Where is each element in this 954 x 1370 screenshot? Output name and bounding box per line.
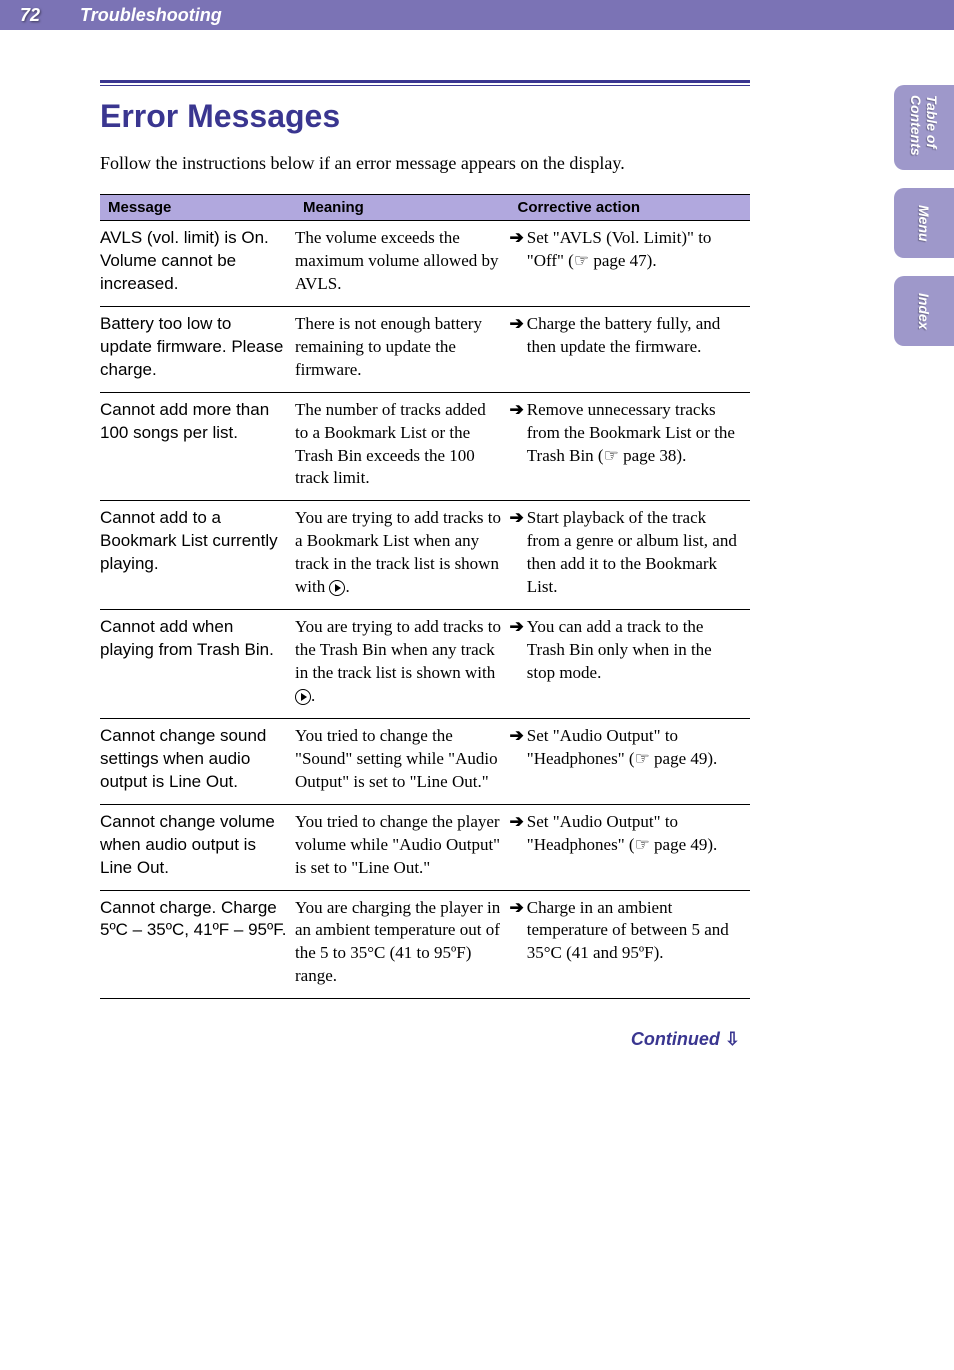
cell-action: ➔ Set "AVLS (Vol. Limit)" to "Off" (☞ pa… (510, 221, 751, 307)
action-text: Set "Audio Output" to "Headphones" (☞ pa… (527, 811, 742, 857)
cell-message: Battery too low to update firmware. Plea… (100, 306, 295, 392)
tab-menu[interactable]: Menu (894, 188, 954, 258)
arrow-icon: ➔ (510, 725, 524, 771)
arrow-icon: ➔ (510, 811, 524, 857)
tab-index[interactable]: Index (894, 276, 954, 346)
table-row: Cannot change sound settings when audio … (100, 718, 750, 804)
table-row: AVLS (vol. limit) is On. Volume cannot b… (100, 221, 750, 307)
cell-message: Cannot add to a Bookmark List currently … (100, 501, 295, 610)
cell-meaning: You are trying to add tracks to a Bookma… (295, 501, 510, 610)
cell-message: Cannot add more than 100 songs per list. (100, 392, 295, 501)
table-body: AVLS (vol. limit) is On. Volume cannot b… (100, 221, 750, 999)
table-row: Cannot add when playing from Trash Bin.Y… (100, 610, 750, 719)
side-navigation-tabs: Table of Contents Menu Index (894, 85, 954, 346)
cell-meaning: There is not enough battery remaining to… (295, 306, 510, 392)
cell-meaning: You are trying to add tracks to the Tras… (295, 610, 510, 719)
table-row: Battery too low to update firmware. Plea… (100, 306, 750, 392)
cell-meaning: You tried to change the "Sound" setting … (295, 718, 510, 804)
action-text: Charge the battery fully, and then updat… (527, 313, 742, 359)
arrow-icon: ➔ (510, 227, 524, 273)
page-number: 72 (20, 5, 40, 26)
table-row: Cannot change volume when audio output i… (100, 804, 750, 890)
cell-message: Cannot change sound settings when audio … (100, 718, 295, 804)
cell-action: ➔ Charge in an ambient temperature of be… (510, 890, 751, 999)
col-header-meaning: Meaning (295, 195, 510, 221)
title-rule (100, 80, 750, 86)
play-icon (295, 689, 311, 705)
cell-meaning: The volume exceeds the maximum volume al… (295, 221, 510, 307)
action-text: Set "Audio Output" to "Headphones" (☞ pa… (527, 725, 742, 771)
continued-label: Continued (631, 1029, 720, 1049)
cell-action: ➔ Set "Audio Output" to "Headphones" (☞ … (510, 718, 751, 804)
cell-message: Cannot change volume when audio output i… (100, 804, 295, 890)
down-arrow-icon: ⇩ (725, 1029, 740, 1049)
continued-indicator: Continued ⇩ (100, 1029, 750, 1050)
col-header-action: Corrective action (510, 195, 751, 221)
intro-paragraph: Follow the instructions below if an erro… (100, 153, 750, 174)
tab-table-of-contents[interactable]: Table of Contents (894, 85, 954, 170)
page-header: 72 Troubleshooting (0, 0, 954, 30)
cell-meaning: The number of tracks added to a Bookmark… (295, 392, 510, 501)
error-messages-table: Message Meaning Corrective action AVLS (… (100, 194, 750, 999)
arrow-icon: ➔ (510, 313, 524, 359)
table-row: Cannot add to a Bookmark List currently … (100, 501, 750, 610)
table-row: Cannot add more than 100 songs per list.… (100, 392, 750, 501)
action-text: Charge in an ambient temperature of betw… (527, 897, 742, 966)
action-text: Remove unnecessary tracks from the Bookm… (527, 399, 742, 468)
cell-message: AVLS (vol. limit) is On. Volume cannot b… (100, 221, 295, 307)
action-text: Set "AVLS (Vol. Limit)" to "Off" (☞ page… (527, 227, 742, 273)
cell-action: ➔ Charge the battery fully, and then upd… (510, 306, 751, 392)
cell-meaning: You tried to change the player volume wh… (295, 804, 510, 890)
cell-meaning: You are charging the player in an ambien… (295, 890, 510, 999)
cell-message: Cannot add when playing from Trash Bin. (100, 610, 295, 719)
table-row: Cannot charge. Charge 5ºC – 35ºC, 41ºF –… (100, 890, 750, 999)
cell-message: Cannot charge. Charge 5ºC – 35ºC, 41ºF –… (100, 890, 295, 999)
arrow-icon: ➔ (510, 897, 524, 966)
cell-action: ➔ You can add a track to the Trash Bin o… (510, 610, 751, 719)
cell-action: ➔ Start playback of the track from a gen… (510, 501, 751, 610)
arrow-icon: ➔ (510, 399, 524, 468)
cell-action: ➔ Remove unnecessary tracks from the Boo… (510, 392, 751, 501)
header-section-title: Troubleshooting (80, 5, 222, 26)
arrow-icon: ➔ (510, 616, 524, 685)
page-title: Error Messages (100, 98, 750, 135)
play-icon (329, 580, 345, 596)
col-header-message: Message (100, 195, 295, 221)
main-content: Error Messages Follow the instructions b… (0, 30, 850, 1070)
action-text: You can add a track to the Trash Bin onl… (527, 616, 742, 685)
cell-action: ➔ Set "Audio Output" to "Headphones" (☞ … (510, 804, 751, 890)
arrow-icon: ➔ (510, 507, 524, 599)
action-text: Start playback of the track from a genre… (527, 507, 742, 599)
